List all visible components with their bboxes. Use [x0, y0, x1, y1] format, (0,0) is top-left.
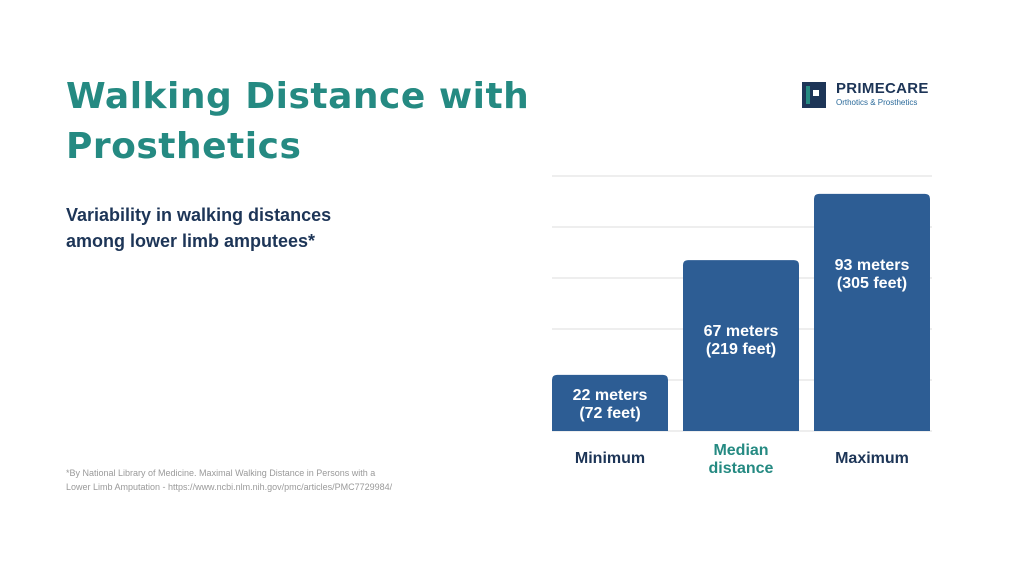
category-label: Median distance: [709, 442, 774, 477]
brand-tagline: Orthotics & Prosthetics: [836, 98, 918, 107]
chart-data-labels: 22 meters (72 feet) 67 meters (219 feet) 93 …: [573, 257, 910, 422]
data-label: 93 meters (305 feet): [835, 257, 910, 292]
brand-name: PRIMECARE: [836, 80, 929, 97]
bar: [683, 260, 799, 431]
source-footnote: *By National Library of Medicine. Maxima…: [66, 466, 446, 494]
chart-subtitle-line-1: Variability in walking distances: [66, 205, 332, 225]
page-title-line-1: Walking Distance with: [66, 76, 530, 117]
category-label: Maximum: [835, 450, 909, 467]
chart-subtitle-line-2: among lower limb amputees*: [66, 231, 316, 251]
data-label: 67 meters (219 feet): [704, 323, 779, 358]
bar-chart: 22 meters (72 feet) 67 meters (219 feet) 93 …: [552, 175, 932, 477]
primecare-logo-icon: [802, 82, 826, 108]
source-footnote-line-2: Lower Limb Amputation - https://www.ncbi…: [66, 482, 393, 492]
chart-category-labels: Minimum Median distance Maximum: [575, 442, 909, 477]
chart-subtitle: Variability in walking distances among l…: [66, 202, 426, 254]
data-label: 22 meters (72 feet): [573, 387, 648, 422]
category-label: Minimum: [575, 450, 645, 467]
bar: [552, 374, 668, 431]
bar: [814, 193, 930, 431]
source-footnote-line-1: *By National Library of Medicine. Maxima…: [66, 468, 376, 478]
page-title: Walking Distance with Prosthetics: [66, 72, 566, 172]
page-title-line-2: Prosthetics: [66, 126, 302, 167]
chart-bars: [552, 193, 930, 431]
